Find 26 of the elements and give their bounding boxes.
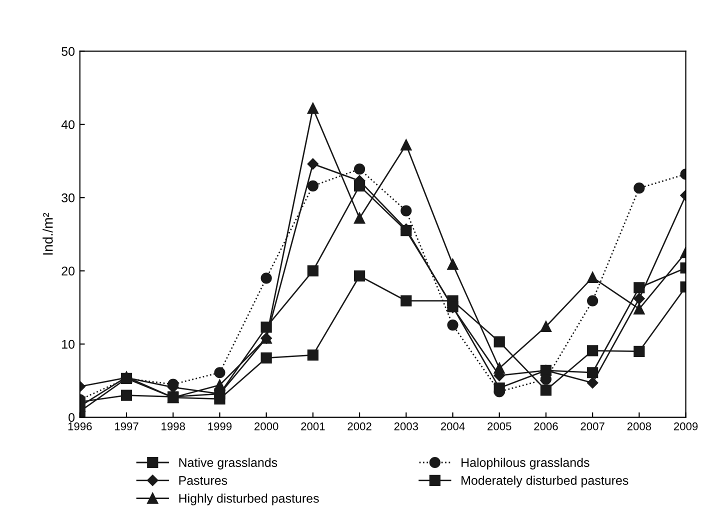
y-tick-label: 20 xyxy=(62,266,75,276)
y-tick-label: 50 xyxy=(62,47,75,56)
legend-label: Halophilous grasslands xyxy=(462,458,590,470)
legend-label: Native grasslands xyxy=(179,458,278,470)
y-tick-label: 40 xyxy=(61,120,75,130)
x-tick-label: 2002 xyxy=(348,422,372,430)
y-tick-label: 10 xyxy=(62,340,75,349)
x-tick-label: 2009 xyxy=(674,422,698,430)
x-tick-label: 2005 xyxy=(488,422,512,430)
legend-label: Moderately disturbed pastures xyxy=(462,476,628,488)
x-tick-label: 2003 xyxy=(394,422,418,430)
x-tick-label: 2007 xyxy=(580,422,604,430)
legend-label: Pastures xyxy=(179,476,228,485)
x-tick-label: 2000 xyxy=(254,422,278,430)
y-tick-label: 0 xyxy=(68,413,75,422)
x-tick-label: 1997 xyxy=(114,422,138,430)
y-tick-label: 30 xyxy=(62,193,75,202)
x-tick-label: 1996 xyxy=(68,422,92,430)
x-tick-label: 1999 xyxy=(208,422,232,430)
legend-label: Highly disturbed pastures xyxy=(179,494,319,506)
x-tick-label: 2008 xyxy=(627,422,652,430)
x-tick-label: 2006 xyxy=(534,422,558,430)
x-tick-label: 1998 xyxy=(162,422,185,430)
x-tick-label: 2001 xyxy=(301,422,325,430)
x-tick-label: 2004 xyxy=(440,422,465,430)
y-axis-title: Ind./m² xyxy=(42,212,53,255)
